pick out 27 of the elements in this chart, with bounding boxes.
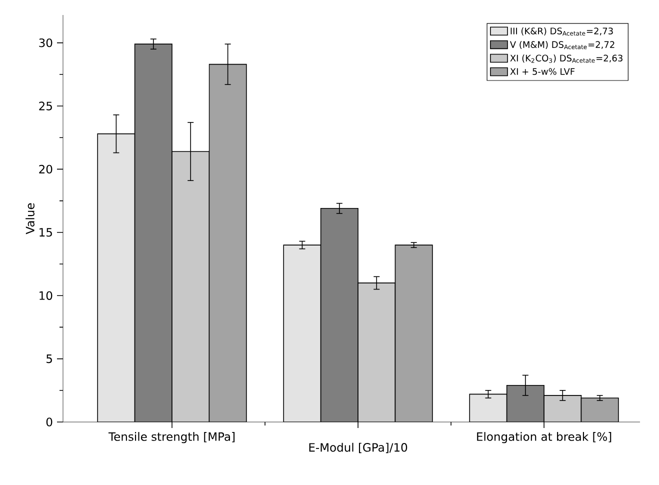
legend-label: V (M&M) DS$_{Acetate}$=2,72 [510,40,614,50]
bar [469,394,508,422]
y-tick-label: 0 [46,418,52,426]
legend-label: XI + 5-w% LVF [510,68,575,75]
y-tick-label: 20 [39,164,52,174]
x-tick-label: Tensile strength [MPa] [108,432,235,444]
bar [320,208,358,422]
bar [172,151,210,422]
y-axis-title: Value [26,203,34,234]
bar [506,384,544,422]
x-tick-label: E-Modul [GPa]/10 [309,442,408,454]
x-tick-label: Elongation at break [%] [477,432,612,444]
bar [208,64,247,422]
y-tick-label: 5 [46,354,52,364]
bar [358,282,396,422]
bar [580,398,619,422]
y-tick-label: 10 [40,291,52,300]
legend-label: III (K&R) DS$_{Acetate}$=2,73 [510,27,613,36]
bar [134,44,172,422]
bar [394,244,433,422]
y-tick-label: 25 [39,102,52,110]
legend-label: XI (K$_{2}$CO$_{3}$) DS$_{Acetate}$=2,63 [510,54,622,63]
bar [283,244,322,422]
bar [97,133,136,422]
y-tick-label: 15 [40,228,52,237]
y-tick-label: 30 [39,38,52,48]
bar [544,395,582,422]
